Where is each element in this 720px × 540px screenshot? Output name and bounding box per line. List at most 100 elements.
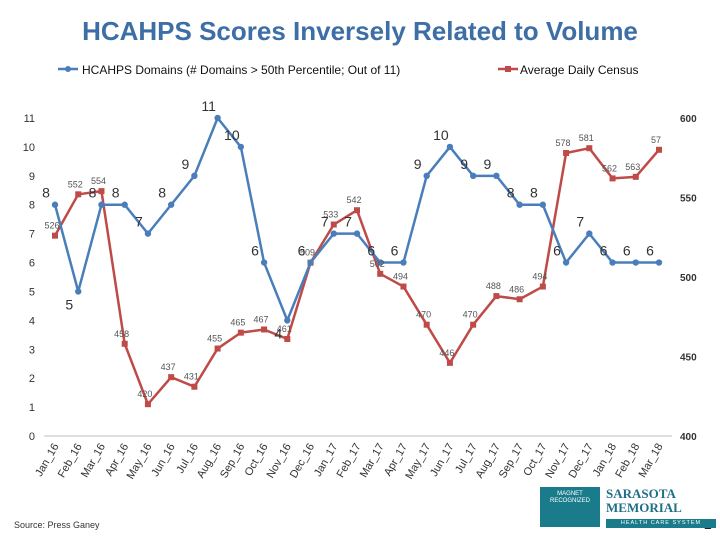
census-data-label: 470 [416, 310, 431, 320]
series-line-domains [53, 116, 659, 322]
census-point [586, 145, 593, 152]
census-point [563, 149, 570, 156]
domains-point [562, 259, 570, 266]
legend-label-census: Average Daily Census [520, 63, 639, 77]
legend-label-domains: HCAHPS Domains (# Domains > 50th Percent… [82, 63, 400, 77]
census-point [446, 359, 453, 366]
domains-point [609, 259, 616, 266]
census-data-label: 494 [532, 272, 547, 282]
right-axis-tick-label: 600 [680, 114, 697, 125]
census-data-label: 554 [91, 176, 106, 186]
domains-data-label: 7 [576, 214, 584, 230]
domains-point [98, 201, 105, 208]
census-point [144, 401, 151, 408]
left-axis-tick-label: 10 [23, 142, 35, 154]
census-point [632, 173, 639, 180]
domains-point [237, 143, 245, 151]
left-axis-tick-label: 2 [29, 373, 35, 385]
domains-point [377, 259, 384, 266]
sarasota-memorial-logo: MAGNET RECOGNIZED SARASOTA MEMORIAL HEAL… [540, 487, 716, 529]
domains-point [144, 230, 152, 237]
domains-point [469, 172, 477, 180]
left-axis-tick-label: 5 [29, 286, 35, 298]
domains-data-label: 6 [623, 243, 631, 259]
domains-point [330, 230, 337, 237]
organization-name-line2: MEMORIAL [606, 500, 682, 515]
census-data-label: 578 [556, 138, 571, 148]
domains-point [586, 230, 593, 237]
domains-data-label: 6 [251, 243, 259, 259]
left-axis-tick-label: 4 [29, 315, 35, 327]
census-data-label: 488 [486, 281, 501, 291]
domains-data-label: 11 [201, 98, 216, 114]
domains-data-label: 7 [344, 214, 352, 230]
census-data-label: 57 [651, 135, 661, 145]
left-axis-tick-label: 0 [29, 431, 35, 443]
domains-point [446, 143, 454, 151]
domains-data-label: 4 [274, 325, 282, 341]
census-data-label: 486 [509, 284, 524, 294]
domains-data-label: 7 [321, 214, 329, 230]
domains-data-label: 10 [433, 127, 449, 143]
census-point [354, 207, 360, 214]
left-axis-tick-label: 7 [29, 229, 35, 241]
domains-point [516, 201, 523, 208]
census-data-label: 446 [439, 348, 454, 358]
left-axis-tick-label: 6 [29, 258, 35, 270]
domains-data-label: 9 [414, 156, 422, 172]
domains-point [214, 114, 221, 122]
census-point [191, 383, 198, 390]
census-point [516, 296, 523, 303]
census-point [214, 345, 221, 352]
domains-point [191, 172, 198, 180]
census-point [377, 270, 384, 277]
domains-data-label: 8 [42, 185, 50, 201]
magnet-logo-mark: MAGNET RECOGNIZED [540, 487, 600, 527]
domains-point [307, 259, 314, 266]
domains-data-label: 6 [553, 243, 561, 259]
census-point [400, 283, 407, 290]
census-data-label: 455 [207, 334, 222, 344]
legend-marker-domains [65, 66, 71, 72]
source-footnote: Source: Press Ganey [14, 520, 100, 530]
domains-point [493, 172, 500, 180]
census-point [75, 191, 82, 198]
census-point [121, 340, 128, 347]
domains-point [121, 201, 128, 208]
census-point [539, 283, 546, 290]
domains-point [353, 230, 361, 237]
domains-point [655, 259, 663, 266]
census-point [261, 326, 268, 333]
census-point [237, 329, 244, 336]
census-data-label: 502 [370, 259, 385, 269]
domains-data-label: 8 [530, 185, 538, 201]
domains-data-label: 8 [89, 185, 97, 201]
domains-data-label: 8 [112, 185, 120, 201]
domains-point [167, 201, 175, 208]
right-axis-tick-label: 500 [680, 273, 697, 284]
domains-data-label: 9 [483, 156, 491, 172]
census-data-label: 458 [114, 329, 129, 339]
census-point [330, 221, 337, 228]
domains-point [400, 259, 407, 266]
organization-subline: HEALTH CARE SYSTEM [606, 519, 716, 528]
census-data-label: 563 [625, 162, 640, 172]
domains-point [539, 201, 547, 208]
domains-point [51, 201, 59, 208]
census-data-label: 461 [277, 324, 292, 334]
census-data-label: 542 [346, 195, 361, 205]
organization-name-line1: SARASOTA [606, 486, 676, 501]
census-point [98, 188, 105, 195]
domains-data-label: 9 [460, 156, 468, 172]
census-point [470, 321, 477, 328]
domains-point [260, 259, 268, 266]
right-axis-tick-label: 400 [680, 432, 697, 443]
domains-data-label: 9 [181, 156, 189, 172]
domains-point [284, 317, 291, 324]
domains-point [75, 288, 82, 295]
census-data-label: 494 [393, 272, 408, 282]
organization-name: SARASOTA MEMORIAL [606, 487, 716, 515]
magnet-logo-text: MAGNET RECOGNIZED [549, 491, 590, 504]
census-data-label: 420 [137, 389, 152, 399]
census-data-label: 526 [44, 221, 59, 231]
